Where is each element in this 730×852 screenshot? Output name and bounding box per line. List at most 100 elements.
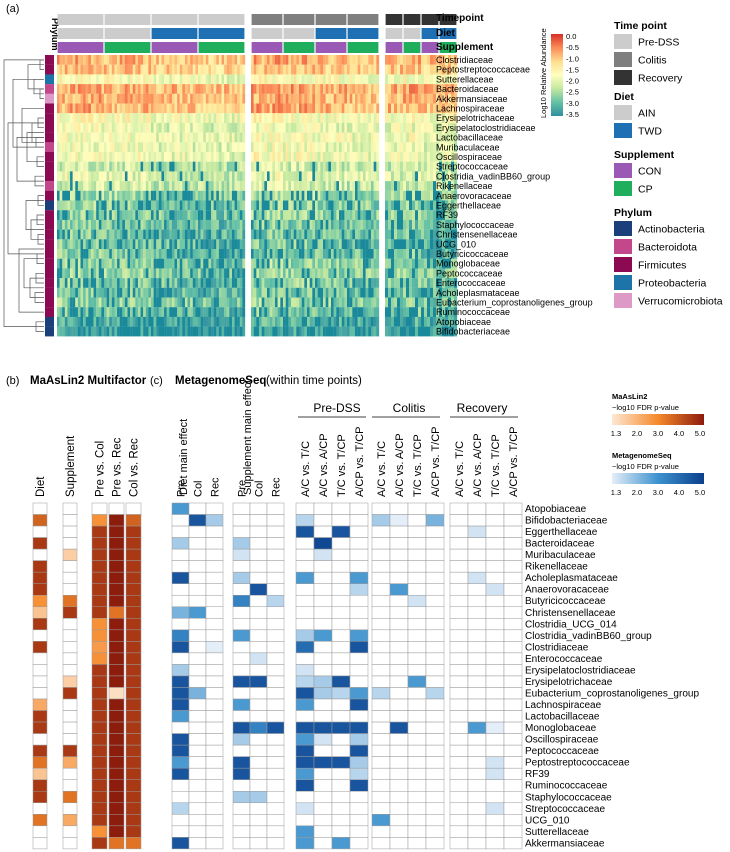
heatmap-cell: [72, 307, 76, 317]
heatmap-cell: [365, 122, 369, 133]
group-label-recovery: Recovery: [457, 401, 508, 415]
heatmap-cell: [85, 152, 89, 162]
mgs-cell: [171, 525, 190, 538]
heatmap-cell: [132, 64, 136, 75]
heatmap-cell: [80, 297, 84, 308]
heatmap-cell: [293, 93, 297, 104]
heatmap-cell: [331, 122, 334, 133]
heatmap-cell: [436, 142, 440, 153]
mgs-cell: [407, 687, 427, 700]
mgs-cell: [449, 641, 469, 654]
heatmap-cell: [275, 55, 278, 65]
heatmap-cell: [352, 190, 356, 201]
phylum-cell: [45, 132, 54, 143]
heatmap-cell: [451, 316, 455, 327]
heatmap-cell: [333, 84, 337, 94]
phylum-cell: [45, 122, 54, 133]
heatmap-cell: [174, 122, 178, 133]
maaslin-cell: [125, 629, 142, 642]
heatmap-cell: [360, 278, 364, 288]
heatmap-cell: [226, 297, 230, 308]
mgs-cell: [407, 721, 427, 734]
heatmap-cell: [261, 93, 265, 104]
heatmap-cell: [182, 190, 186, 201]
heatmap-cell: [275, 219, 278, 230]
heatmap-cell: [320, 210, 324, 220]
mgs-cell: [266, 502, 285, 515]
maaslin-cell: [125, 571, 142, 584]
heatmap-cell: [190, 190, 193, 201]
heatmap-cell: [363, 142, 366, 153]
heatmap-cell: [315, 132, 318, 143]
heatmap-cell: [427, 103, 431, 114]
heatmap-cell: [336, 229, 340, 240]
heatmap-cell: [261, 316, 265, 327]
heatmap-cell: [406, 190, 410, 201]
heatmap-cell: [234, 171, 238, 182]
mgs-cell: [349, 710, 369, 723]
heatmap-cell: [226, 278, 230, 288]
heatmap-cell: [406, 103, 410, 114]
heatmap-cell: [251, 200, 254, 211]
heatmap-cell: [85, 297, 89, 308]
heatmap-cell: [439, 278, 443, 288]
heatmap-cell: [333, 326, 337, 337]
mgs-cell: [349, 641, 369, 654]
heatmap-row-labels: ClostridiaceaePeptostreptococcaceaeSutte…: [436, 55, 593, 337]
heatmap-cell: [259, 152, 262, 162]
heatmap-cell: [85, 103, 89, 114]
heatmap-cell: [424, 132, 428, 143]
heatmap-cell: [317, 84, 321, 94]
maaslin-cell: [32, 571, 48, 584]
heatmap-cell: [421, 103, 425, 114]
heatmap-cell: [415, 249, 419, 259]
row-label: Staphylococcaceae: [436, 220, 514, 230]
heatmap-cell: [226, 200, 230, 211]
heatmap-cell: [145, 171, 149, 182]
heatmap-cell: [400, 113, 404, 123]
heatmap-cell: [151, 219, 154, 230]
heatmap-cell: [213, 84, 217, 94]
heatmap-cell: [145, 219, 149, 230]
heatmap-cell: [132, 181, 136, 191]
heatmap-cell: [339, 84, 342, 94]
heatmap-cell: [132, 249, 136, 259]
heatmap-cell: [336, 249, 340, 259]
heatmap-cell: [151, 268, 154, 279]
heatmap-cell: [336, 55, 340, 65]
heatmap-cell: [448, 132, 452, 143]
heatmap-cell: [296, 219, 300, 230]
heatmap-cell: [135, 219, 139, 230]
heatmap-cell: [312, 239, 316, 250]
heatmap-cell: [83, 210, 86, 220]
heatmap-cell: [272, 210, 276, 220]
phylum-cell: [45, 103, 54, 114]
heatmap-cell: [239, 142, 243, 153]
heatmap-cell: [323, 103, 326, 114]
heatmap-cell: [130, 249, 133, 259]
mgs-cell: [249, 675, 268, 688]
heatmap-cell: [153, 268, 157, 279]
heatmap-cell: [442, 74, 446, 85]
heatmap-cell: [106, 152, 110, 162]
heatmap-cell: [325, 103, 329, 114]
heatmap-cell: [341, 93, 345, 104]
heatmap-cell: [427, 297, 431, 308]
maaslin-cell: [32, 744, 48, 757]
heatmap-cell: [291, 152, 294, 162]
heatmap-cell: [269, 55, 273, 65]
heatmap-cell: [256, 307, 260, 317]
heatmap-cell: [323, 122, 326, 133]
heatmap-cell: [403, 190, 407, 201]
heatmap-cell: [130, 278, 133, 288]
heatmap-cell: [119, 122, 123, 133]
heatmap-cell: [67, 142, 71, 153]
heatmap-cell: [352, 152, 356, 162]
heatmap-cell: [360, 152, 364, 162]
heatmap-cell: [164, 152, 167, 162]
heatmap-cell: [373, 229, 377, 240]
heatmap-cell: [72, 239, 76, 250]
heatmap-cell: [454, 161, 458, 172]
heatmap-cell: [394, 210, 398, 220]
heatmap-cell: [301, 132, 305, 143]
